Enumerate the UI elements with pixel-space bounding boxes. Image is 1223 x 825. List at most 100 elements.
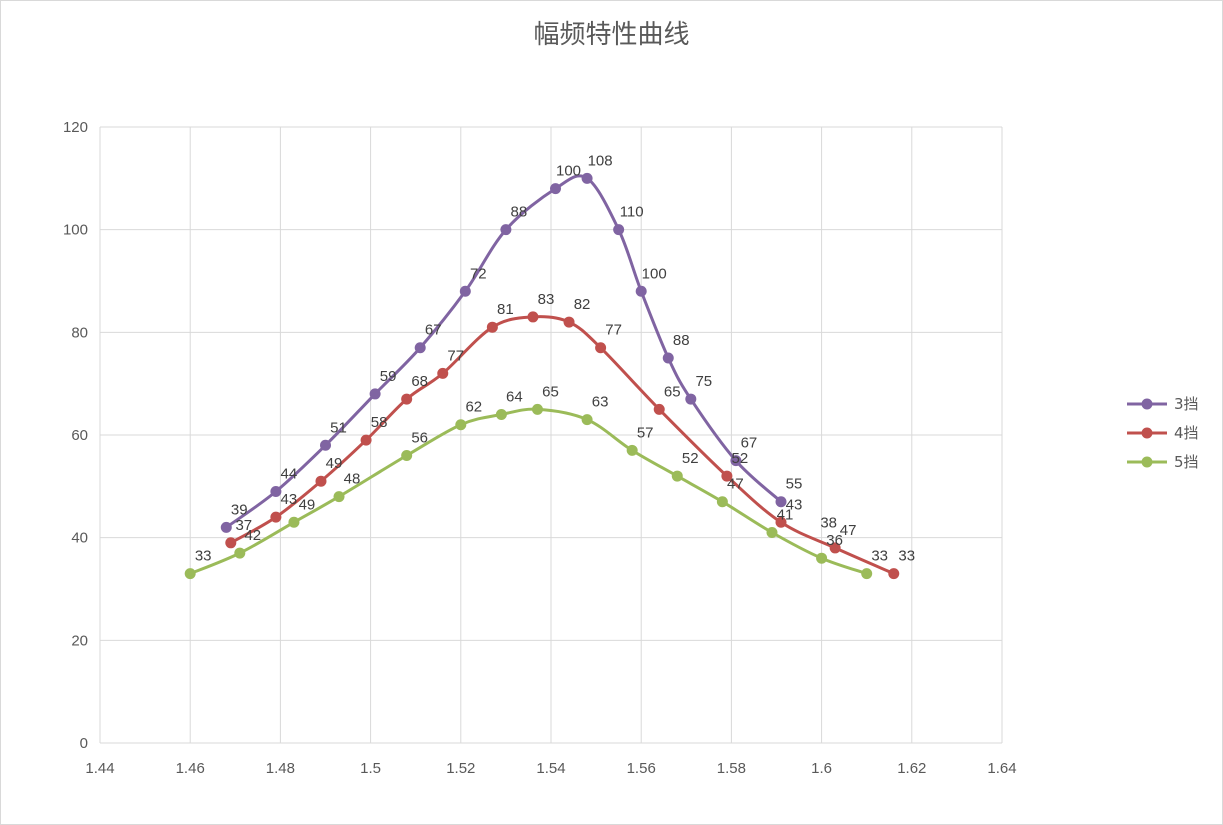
y-tick-label: 60 <box>71 427 88 444</box>
x-tick-label: 1.46 <box>176 760 205 777</box>
data-point <box>270 511 282 523</box>
data-label: 52 <box>682 450 699 467</box>
data-point <box>816 552 828 564</box>
data-point <box>716 496 728 508</box>
x-tick-label: 1.52 <box>446 760 475 777</box>
data-point <box>220 521 232 533</box>
y-tick-label: 120 <box>63 119 88 136</box>
legend-marker <box>1141 456 1153 468</box>
data-label: 65 <box>542 383 559 400</box>
data-point <box>320 439 331 451</box>
data-label: 81 <box>497 301 514 318</box>
data-label: 36 <box>826 532 843 549</box>
data-label: 43 <box>786 496 803 513</box>
data-point <box>563 316 575 328</box>
data-label: 39 <box>231 501 248 518</box>
legend-marker <box>1141 398 1153 410</box>
series-line <box>229 315 896 576</box>
data-point <box>414 342 426 354</box>
legend-label: 4挡 <box>1174 424 1199 442</box>
data-label: 62 <box>465 399 482 416</box>
data-label: 52 <box>732 450 749 467</box>
legend-item: 4挡 <box>1127 424 1199 442</box>
data-label: 68 <box>411 373 428 390</box>
grid <box>99 126 1003 744</box>
data-label: 59 <box>380 368 397 385</box>
data-label: 64 <box>506 388 523 405</box>
data-label: 48 <box>344 471 361 488</box>
data-point <box>234 547 246 559</box>
data-label: 57 <box>637 424 654 441</box>
data-label: 82 <box>574 296 591 313</box>
data-point <box>730 455 742 467</box>
data-point <box>225 537 237 549</box>
data-label: 33 <box>898 548 915 565</box>
data-label: 63 <box>592 394 609 411</box>
data-label: 110 <box>620 204 644 221</box>
data-label: 88 <box>511 204 528 221</box>
legend-label: 3挡 <box>1174 395 1199 413</box>
data-label: 55 <box>786 476 803 493</box>
legend-label: 5挡 <box>1174 453 1199 471</box>
series-0 <box>220 172 787 533</box>
data-label: 47 <box>840 522 857 539</box>
chart-title: 幅频特性曲线 <box>533 20 690 50</box>
data-label: 83 <box>538 291 555 308</box>
data-point <box>626 444 638 456</box>
legend-marker <box>1141 427 1153 439</box>
y-tick-label: 100 <box>63 222 88 239</box>
data-label: 41 <box>777 507 794 524</box>
data-label: 49 <box>326 455 343 472</box>
series-2 <box>184 403 873 580</box>
x-tick-label: 1.58 <box>717 760 746 777</box>
y-tick-label: 40 <box>71 530 88 547</box>
data-label: 77 <box>605 322 622 339</box>
y-tick-label: 80 <box>71 324 88 341</box>
legend-item: 3挡 <box>1127 395 1199 413</box>
data-point <box>459 285 471 297</box>
data-point <box>455 419 467 431</box>
data-label: 100 <box>642 265 667 282</box>
data-label: 38 <box>820 515 837 532</box>
data-point <box>495 408 507 420</box>
data-label: 43 <box>281 491 298 508</box>
data-label: 75 <box>695 373 712 390</box>
data-label: 72 <box>470 265 487 282</box>
data-point <box>721 470 733 482</box>
data-label: 49 <box>299 496 316 513</box>
data-label: 56 <box>411 430 428 447</box>
data-label: 33 <box>871 548 888 565</box>
data-point <box>360 434 372 446</box>
data-point <box>401 393 413 405</box>
data-point <box>775 496 787 508</box>
data-label: 44 <box>281 465 298 482</box>
data-point <box>333 491 345 503</box>
data-point <box>288 516 300 528</box>
x-tick-label: 1.44 <box>85 760 114 777</box>
data-point <box>613 224 625 236</box>
data-label: 42 <box>244 527 261 544</box>
data-point <box>671 470 683 482</box>
data-point <box>401 450 413 462</box>
x-tick-label: 1.62 <box>897 760 926 777</box>
data-label: 77 <box>447 347 464 364</box>
y-tick-label: 20 <box>71 632 88 649</box>
x-tick-label: 1.6 <box>811 760 832 777</box>
data-point <box>685 393 697 405</box>
data-point <box>437 367 449 379</box>
data-label: 58 <box>371 414 388 431</box>
data-point <box>369 388 381 400</box>
data-point <box>184 568 196 580</box>
x-tick-label: 1.5 <box>360 760 381 777</box>
data-label: 47 <box>727 476 744 493</box>
x-tick-label: 1.56 <box>627 760 656 777</box>
data-point <box>581 172 593 184</box>
data-point <box>550 183 562 195</box>
data-point <box>653 403 665 415</box>
series-group <box>184 172 900 580</box>
data-label: 65 <box>664 383 681 400</box>
data-label: 67 <box>741 435 758 452</box>
data-point <box>500 224 512 236</box>
